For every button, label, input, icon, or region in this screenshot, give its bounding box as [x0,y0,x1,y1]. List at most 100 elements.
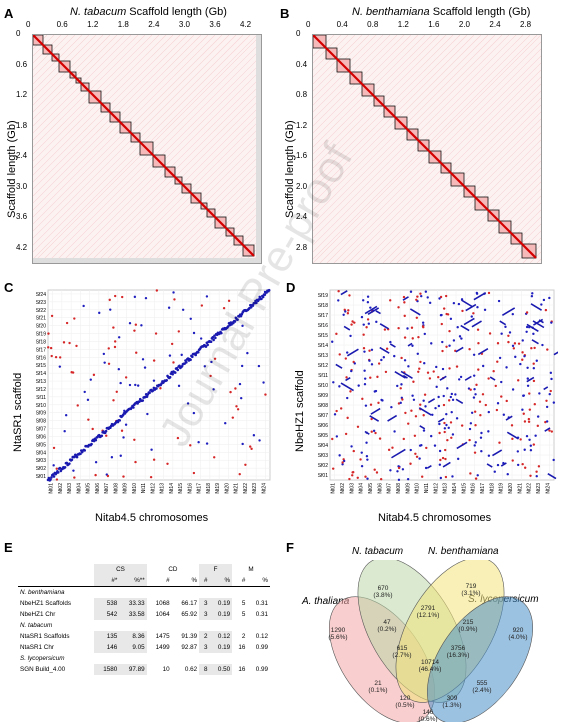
table-cell: 16 [238,644,246,651]
venn-region-percent: (16.3%) [447,652,470,659]
panel-c-dot [94,473,97,477]
panel-c-diagonal-dot [263,293,267,296]
panel-d-y-tick: Sf11 [318,373,328,379]
panel-c-dot [113,340,117,343]
panel-c-dot [167,306,171,309]
panel-d-dot [544,308,548,312]
panel-c-dot [86,398,90,402]
table-cell: 33.58 [119,609,147,620]
panel-c-dot [192,411,196,415]
panel-d-dot [521,339,524,342]
panel-a-y-label: Scaffold length (Gb) [6,120,18,218]
panel-d-dot [532,367,536,370]
panel-c-dot [107,362,111,365]
panel-d-dot [526,377,529,380]
panel-d-dot [505,399,508,403]
panel-c-dot [209,374,212,378]
panel-d-dot [349,334,352,338]
panel-d-dot [452,339,456,342]
panel-d-dot [423,362,426,365]
table-row-label: NbeHZ1 Scaffolds [20,600,71,607]
panel-c-diagonal-dot [63,465,67,469]
panel-d-dot [432,370,435,373]
panel-d-dot [360,464,364,468]
panel-d-dot [474,441,477,444]
panel-c-dot [172,361,175,364]
panel-d-segment [379,346,390,354]
panel-d-dot [548,392,551,396]
panel-d-dot [516,450,520,453]
panel-c-diagonal-dot [251,304,255,307]
table-cell: 0.99 [255,644,268,651]
panel-c-dot [47,332,50,335]
panel-c-dot [50,314,54,318]
panel-d-dot [521,351,524,354]
panel-b-x-tick: 1.2 [397,20,409,29]
panel-d-dot [382,356,386,359]
panel-d-dot [442,307,446,310]
panel-c-dot [231,416,235,419]
panel-d-dot [346,416,349,420]
panel-d-dot [346,312,350,315]
table-cell: 0.99 [255,666,268,673]
panel-d-dot [536,415,540,418]
panel-d-dot [511,312,514,316]
panel-d-segment [461,299,473,308]
panel-d-dot [397,478,401,482]
panel-c-diagonal-dot [260,297,263,301]
table-group-row: N. benthamiana [18,587,270,599]
panel-c-dot [119,381,122,385]
venn-region-percent: (5.6%) [328,634,347,641]
panel-d-segment [499,320,507,326]
panel-d-segment [375,310,381,315]
table-cell: 3 [199,598,210,609]
panel-d-dot [455,417,459,420]
panel-c-diagonal-dot [211,336,215,339]
panel-d-x-tick: Nt09 [405,483,411,494]
panel-d-y-tick: Sf06 [318,423,329,429]
panel-d-dot [550,321,553,324]
panel-d-dot [521,358,524,361]
panel-d-dot [407,422,410,425]
panel-d-x-tick: Nt23 [536,483,542,494]
panel-d-dot [403,336,407,339]
panel-d-dot [443,421,446,425]
table-cell: 91.39 [181,633,198,640]
panel-d-dot [474,393,477,396]
panel-d-y-tick: Sf14 [318,343,329,349]
panel-d-dot [488,332,492,335]
hic-diagonal [33,35,255,257]
panel-d-dot [428,377,432,380]
panel-d-dot [415,316,419,319]
panel-d-dot [447,426,450,430]
panel-c-dot [102,352,106,356]
panel-d-segment [426,465,432,469]
panel-c-diagonal-dot [236,318,239,321]
table-sub-header: % [191,577,198,584]
panel-d-dot [459,375,463,379]
panel-d-dot [421,321,425,324]
panel-c-dot [52,464,55,467]
panel-d-dot [366,295,370,298]
table-row: NtaSR1 Scaffolds 135 8.36 1475 91.39 2 0.12 2 0.… [18,631,270,642]
panel-b-y-tick: 2.8 [296,243,308,252]
panel-d-dot [428,301,432,305]
panel-d-dot [514,355,517,359]
panel-d-segment [455,346,464,353]
panel-d-dot [513,342,517,345]
panel-c-dot [122,436,125,439]
panel-d-dot [338,385,341,388]
panel-c-dot [170,342,174,346]
panel-c-y-label: NtaSR1 scaffold [12,372,24,452]
panel-c-x-tick: Nt09 [123,483,129,494]
panel-d-dot [406,327,409,330]
panel-c-dot [236,408,240,411]
panel-d-segment [486,463,493,468]
panel-d-dot [373,468,376,471]
panel-d-y-tick: Sf17 [318,313,329,319]
venn-region-count: 670 [378,585,389,592]
panel-c-diagonal-dot [267,288,271,292]
panel-d-dot [469,422,473,425]
panel-d-dot [532,379,536,383]
panel-c-label: C [4,280,14,295]
